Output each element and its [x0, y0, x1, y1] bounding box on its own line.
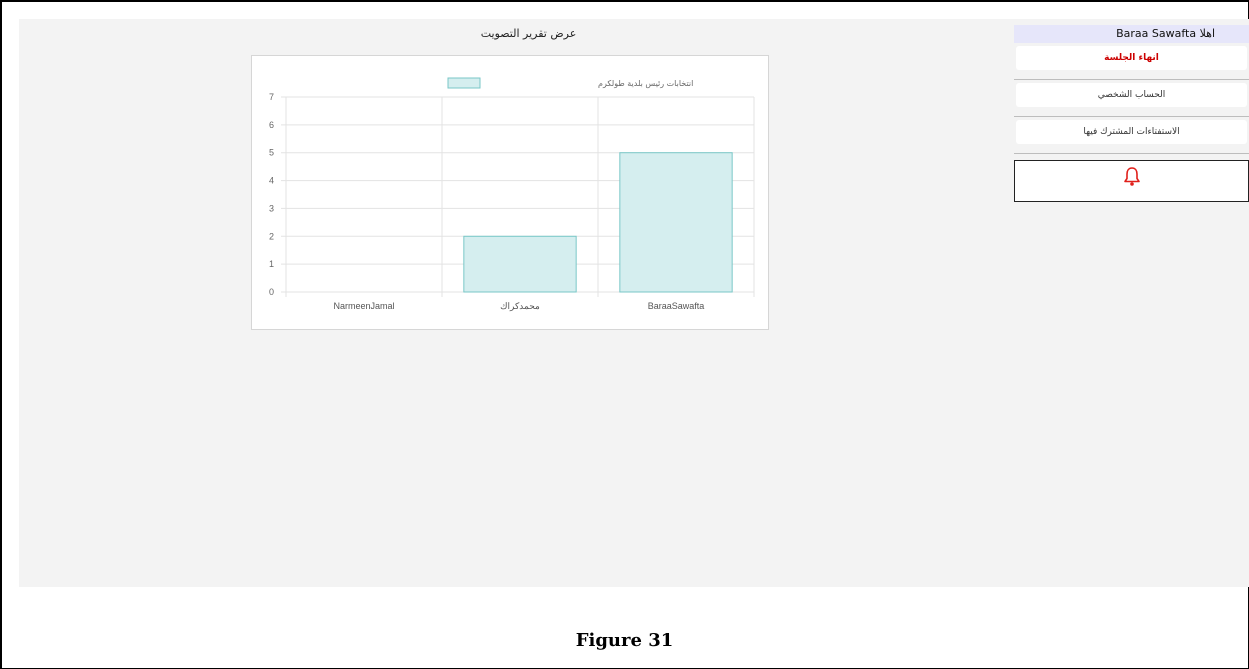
logout-button[interactable]: انهاء الجلسة — [1016, 46, 1247, 70]
x-tick-label: NarmeenJamal — [333, 301, 394, 311]
bar — [463, 235, 577, 293]
legend-label: انتخابات رئيس بلدية طولكرم — [598, 79, 693, 88]
bell-icon — [1123, 167, 1140, 186]
notifications-button[interactable] — [1014, 160, 1249, 202]
divider — [1014, 79, 1249, 80]
divider — [1014, 116, 1249, 117]
subscribed-polls-button[interactable]: الاستفتاءات المشترك فيها — [1016, 120, 1247, 144]
vote-chart: 0 1 2 3 4 5 6 7 NarmeenJamal محمدكراك BaraaSawafta… — [269, 77, 755, 312]
vote-chart-card: 0 1 2 3 4 5 6 7 NarmeenJamal محمدكراك BaraaSawafta… — [251, 55, 769, 330]
figure-caption: Figure 31 — [575, 630, 674, 651]
sidebar: اهلا Baraa Sawafta انهاء الجلسة الحساب ا… — [1014, 25, 1249, 202]
legend-swatch — [447, 77, 481, 89]
y-tick-label: 1 — [269, 259, 274, 269]
y-tick-label: 6 — [269, 120, 274, 130]
x-tick-label: BaraaSawafta — [648, 301, 705, 311]
divider — [1014, 153, 1249, 154]
bar — [619, 152, 733, 293]
welcome-banner: اهلا Baraa Sawafta — [1014, 25, 1249, 43]
y-tick-label: 0 — [269, 287, 274, 297]
y-tick-label: 2 — [269, 231, 274, 241]
report-title: عرض تقرير التصويت — [480, 27, 577, 40]
x-tick-label: محمدكراك — [500, 301, 540, 312]
y-tick-label: 7 — [269, 92, 274, 102]
app-area: عرض تقرير التصويت 0 1 2 3 4 5 6 7 NarmeenJamal مح… — [19, 19, 1249, 587]
y-tick-label: 5 — [269, 148, 274, 158]
y-tick-label: 3 — [269, 203, 274, 213]
profile-button[interactable]: الحساب الشخصي — [1016, 83, 1247, 107]
y-tick-label: 4 — [269, 176, 274, 186]
